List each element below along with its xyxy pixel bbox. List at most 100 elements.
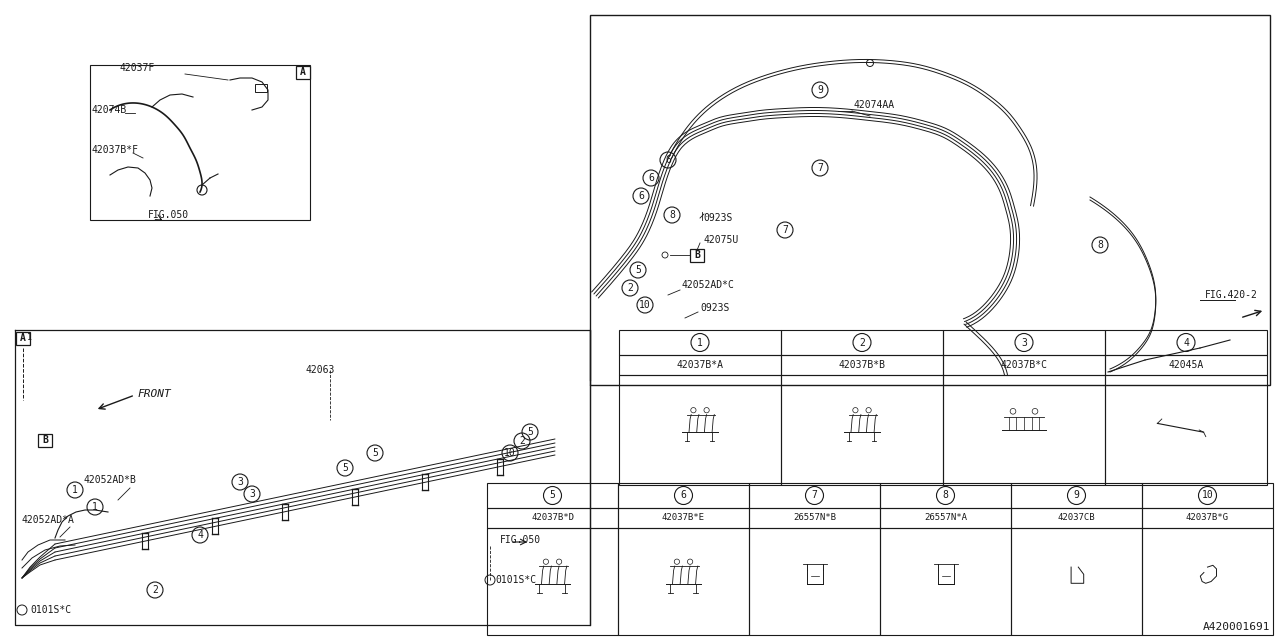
Text: 4: 4 bbox=[1183, 337, 1189, 348]
Text: A420001691: A420001691 bbox=[1202, 622, 1270, 632]
Bar bbox=[590, 15, 1270, 385]
Text: 2: 2 bbox=[152, 585, 157, 595]
Text: A: A bbox=[300, 67, 306, 77]
Bar bbox=[486, 483, 618, 508]
Bar bbox=[781, 330, 943, 355]
Text: 1: 1 bbox=[27, 333, 32, 342]
Bar bbox=[943, 355, 1105, 375]
Text: 3: 3 bbox=[237, 477, 243, 487]
Text: 42037B*D: 42037B*D bbox=[531, 513, 573, 522]
Text: 26557N*A: 26557N*A bbox=[924, 513, 966, 522]
Text: 42037B*F: 42037B*F bbox=[92, 145, 140, 155]
Text: 9: 9 bbox=[817, 85, 823, 95]
Text: 8: 8 bbox=[669, 210, 675, 220]
Bar bbox=[881, 508, 1011, 528]
Text: FIG.050: FIG.050 bbox=[500, 535, 541, 545]
Text: 1: 1 bbox=[72, 485, 78, 495]
Text: 5: 5 bbox=[342, 463, 348, 473]
Text: 8: 8 bbox=[1097, 240, 1103, 250]
Text: FIG.420-2: FIG.420-2 bbox=[1204, 290, 1258, 300]
Text: 7: 7 bbox=[817, 163, 823, 173]
Text: 10: 10 bbox=[639, 300, 650, 310]
Bar bbox=[15, 332, 29, 344]
Text: 2: 2 bbox=[859, 337, 865, 348]
Text: 1: 1 bbox=[92, 502, 99, 512]
Bar bbox=[781, 375, 943, 485]
Text: 6: 6 bbox=[637, 191, 644, 201]
Text: 6: 6 bbox=[666, 155, 671, 165]
Bar bbox=[618, 528, 749, 635]
Bar bbox=[1011, 528, 1142, 635]
Text: 42037B*A: 42037B*A bbox=[677, 360, 723, 370]
Bar bbox=[486, 508, 618, 528]
Text: 2: 2 bbox=[627, 283, 632, 293]
Bar bbox=[881, 483, 1011, 508]
Text: 1: 1 bbox=[698, 337, 703, 348]
Text: 10: 10 bbox=[504, 448, 516, 458]
Text: 42045A: 42045A bbox=[1169, 360, 1203, 370]
Bar bbox=[620, 375, 781, 485]
Text: 3: 3 bbox=[1021, 337, 1027, 348]
Text: 3: 3 bbox=[250, 489, 255, 499]
Bar bbox=[38, 433, 52, 447]
Bar bbox=[943, 330, 1105, 355]
Bar bbox=[1011, 508, 1142, 528]
Text: 7: 7 bbox=[812, 490, 818, 500]
Bar bbox=[943, 375, 1105, 485]
Text: 5: 5 bbox=[372, 448, 378, 458]
Bar bbox=[1011, 483, 1142, 508]
Text: 8: 8 bbox=[942, 490, 948, 500]
Bar bbox=[1142, 508, 1274, 528]
Text: B: B bbox=[694, 250, 700, 260]
Bar bbox=[749, 508, 881, 528]
Text: 10: 10 bbox=[1202, 490, 1213, 500]
Bar bbox=[620, 330, 781, 355]
Text: 7: 7 bbox=[782, 225, 788, 235]
Text: 26557N*B: 26557N*B bbox=[794, 513, 836, 522]
Bar bbox=[749, 483, 881, 508]
Text: FIG.050: FIG.050 bbox=[148, 210, 189, 220]
Bar bbox=[618, 483, 749, 508]
Text: FRONT: FRONT bbox=[137, 389, 170, 399]
Text: 42037B*B: 42037B*B bbox=[838, 360, 886, 370]
Text: 42075U: 42075U bbox=[703, 235, 739, 245]
Text: 6: 6 bbox=[681, 490, 686, 500]
Text: B: B bbox=[42, 435, 47, 445]
Text: 42052AD*C: 42052AD*C bbox=[682, 280, 735, 290]
Bar bbox=[90, 65, 310, 220]
Bar bbox=[618, 508, 749, 528]
Text: 5: 5 bbox=[549, 490, 556, 500]
Text: 42052AD*B: 42052AD*B bbox=[83, 475, 136, 485]
Text: 42037CB: 42037CB bbox=[1057, 513, 1096, 522]
Text: 42074B: 42074B bbox=[92, 105, 127, 115]
Bar bbox=[620, 355, 781, 375]
Text: 42063: 42063 bbox=[305, 365, 334, 375]
Bar bbox=[881, 528, 1011, 635]
Text: A: A bbox=[20, 333, 26, 343]
Bar bbox=[690, 248, 704, 262]
Bar bbox=[255, 84, 268, 92]
Text: 42074AA: 42074AA bbox=[852, 100, 895, 110]
Text: 42037B*G: 42037B*G bbox=[1187, 513, 1229, 522]
Text: 42052AD*A: 42052AD*A bbox=[22, 515, 74, 525]
Bar bbox=[486, 528, 618, 635]
Bar bbox=[781, 355, 943, 375]
Text: 4: 4 bbox=[197, 530, 204, 540]
Bar bbox=[296, 65, 310, 79]
Text: 0923S: 0923S bbox=[700, 303, 730, 313]
Text: 0923S: 0923S bbox=[703, 213, 732, 223]
Text: 0101S*C: 0101S*C bbox=[29, 605, 72, 615]
Text: 42037B*C: 42037B*C bbox=[1001, 360, 1047, 370]
Text: 2: 2 bbox=[520, 436, 525, 446]
Text: 0101S*C: 0101S*C bbox=[495, 575, 536, 585]
Text: 42037F: 42037F bbox=[120, 63, 155, 73]
Bar bbox=[1142, 483, 1274, 508]
Text: 9: 9 bbox=[1074, 490, 1079, 500]
Bar bbox=[1105, 355, 1267, 375]
Text: 5: 5 bbox=[527, 427, 532, 437]
Bar bbox=[1105, 330, 1267, 355]
Text: 6: 6 bbox=[648, 173, 654, 183]
Bar bbox=[1105, 375, 1267, 485]
Bar bbox=[749, 528, 881, 635]
Text: 5: 5 bbox=[635, 265, 641, 275]
